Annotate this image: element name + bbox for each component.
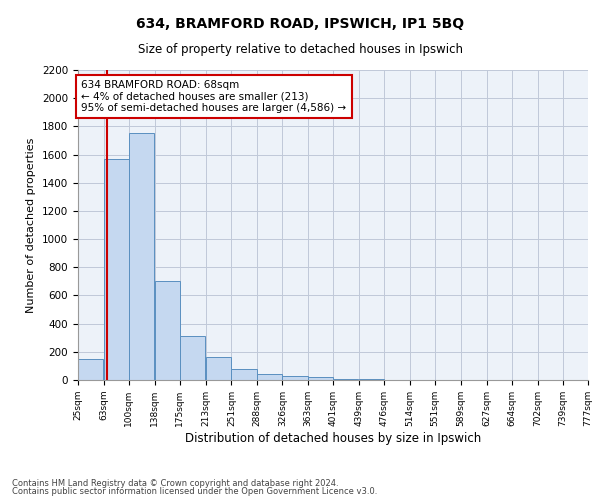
Y-axis label: Number of detached properties: Number of detached properties (26, 138, 37, 312)
Bar (129, 134, 154, 380)
Bar (155, 282, 180, 380)
Bar (206, 358, 231, 380)
Text: 634, BRAMFORD ROAD, IPSWICH, IP1 5BQ: 634, BRAMFORD ROAD, IPSWICH, IP1 5BQ (136, 18, 464, 32)
Bar (78, 359, 103, 380)
Text: Contains public sector information licensed under the Open Government Licence v3: Contains public sector information licen… (12, 487, 377, 496)
X-axis label: Distribution of detached houses by size in Ipswich: Distribution of detached houses by size … (185, 432, 481, 444)
Bar (283, 376, 308, 380)
Text: 634 BRAMFORD ROAD: 68sqm
← 4% of detached houses are smaller (213)
95% of semi-d: 634 BRAMFORD ROAD: 68sqm ← 4% of detache… (82, 80, 347, 113)
Text: Contains HM Land Registry data © Crown copyright and database right 2024.: Contains HM Land Registry data © Crown c… (12, 478, 338, 488)
Bar (308, 377, 332, 380)
Bar (257, 374, 282, 380)
Bar (104, 159, 129, 380)
Bar (334, 378, 358, 380)
Text: Size of property relative to detached houses in Ipswich: Size of property relative to detached ho… (137, 42, 463, 56)
Bar (180, 336, 205, 380)
Bar (232, 368, 257, 380)
